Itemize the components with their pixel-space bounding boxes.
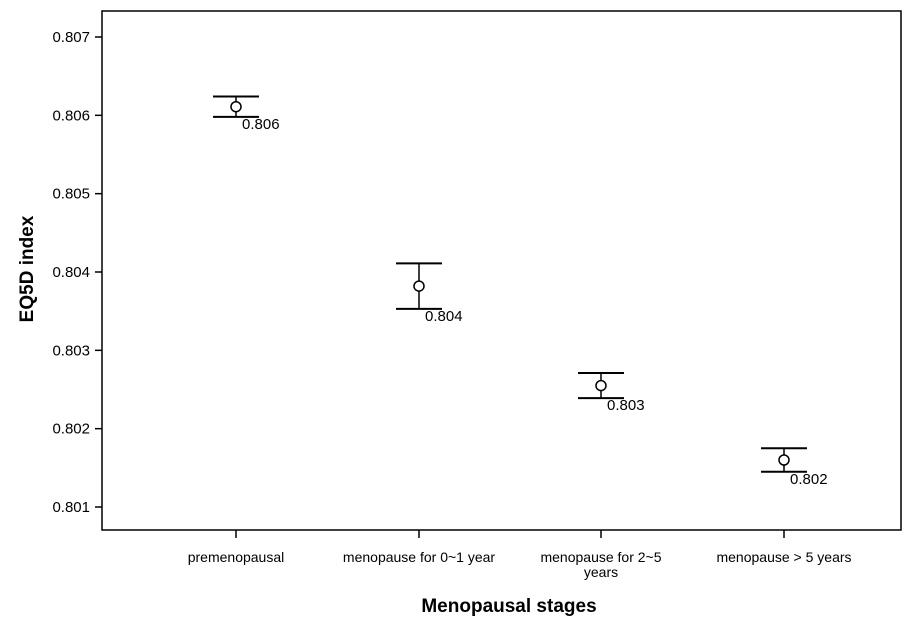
y-tick-label: 0.804	[52, 264, 90, 281]
data-label: 0.804	[425, 308, 463, 325]
data-label: 0.802	[790, 471, 828, 488]
x-tick-label: menopause > 5 years	[716, 549, 851, 565]
data-marks: 0.806 0.804 0.803 0.802	[213, 97, 828, 488]
plot-frame	[102, 11, 901, 530]
x-tick-label: premenopausal	[188, 549, 285, 565]
data-label: 0.803	[607, 397, 645, 414]
y-tick-label: 0.805	[52, 186, 90, 203]
y-axis-title: EQ5D index	[17, 215, 38, 322]
y-tick-label: 0.807	[52, 29, 90, 46]
mean-point	[596, 381, 606, 391]
y-tick-label: 0.801	[52, 499, 90, 516]
y-tick-label: 0.803	[52, 342, 90, 359]
data-label: 0.806	[242, 116, 280, 133]
y-tick-label: 0.802	[52, 421, 90, 438]
y-axis: 0.801 0.802 0.803 0.804 0.805 0.806 0.807	[52, 29, 102, 516]
x-axis: premenopausal menopause for 0~1 year menop…	[188, 530, 852, 580]
mean-point	[779, 455, 789, 465]
mean-point	[231, 102, 241, 112]
x-tick-label: years	[584, 564, 618, 580]
x-tick-label: menopause for 0~1 year	[343, 549, 495, 565]
y-tick-label: 0.806	[52, 107, 90, 124]
x-axis-title: Menopausal stages	[421, 596, 596, 617]
x-tick-label: menopause for 2~5	[540, 549, 661, 565]
mean-point	[414, 281, 424, 291]
